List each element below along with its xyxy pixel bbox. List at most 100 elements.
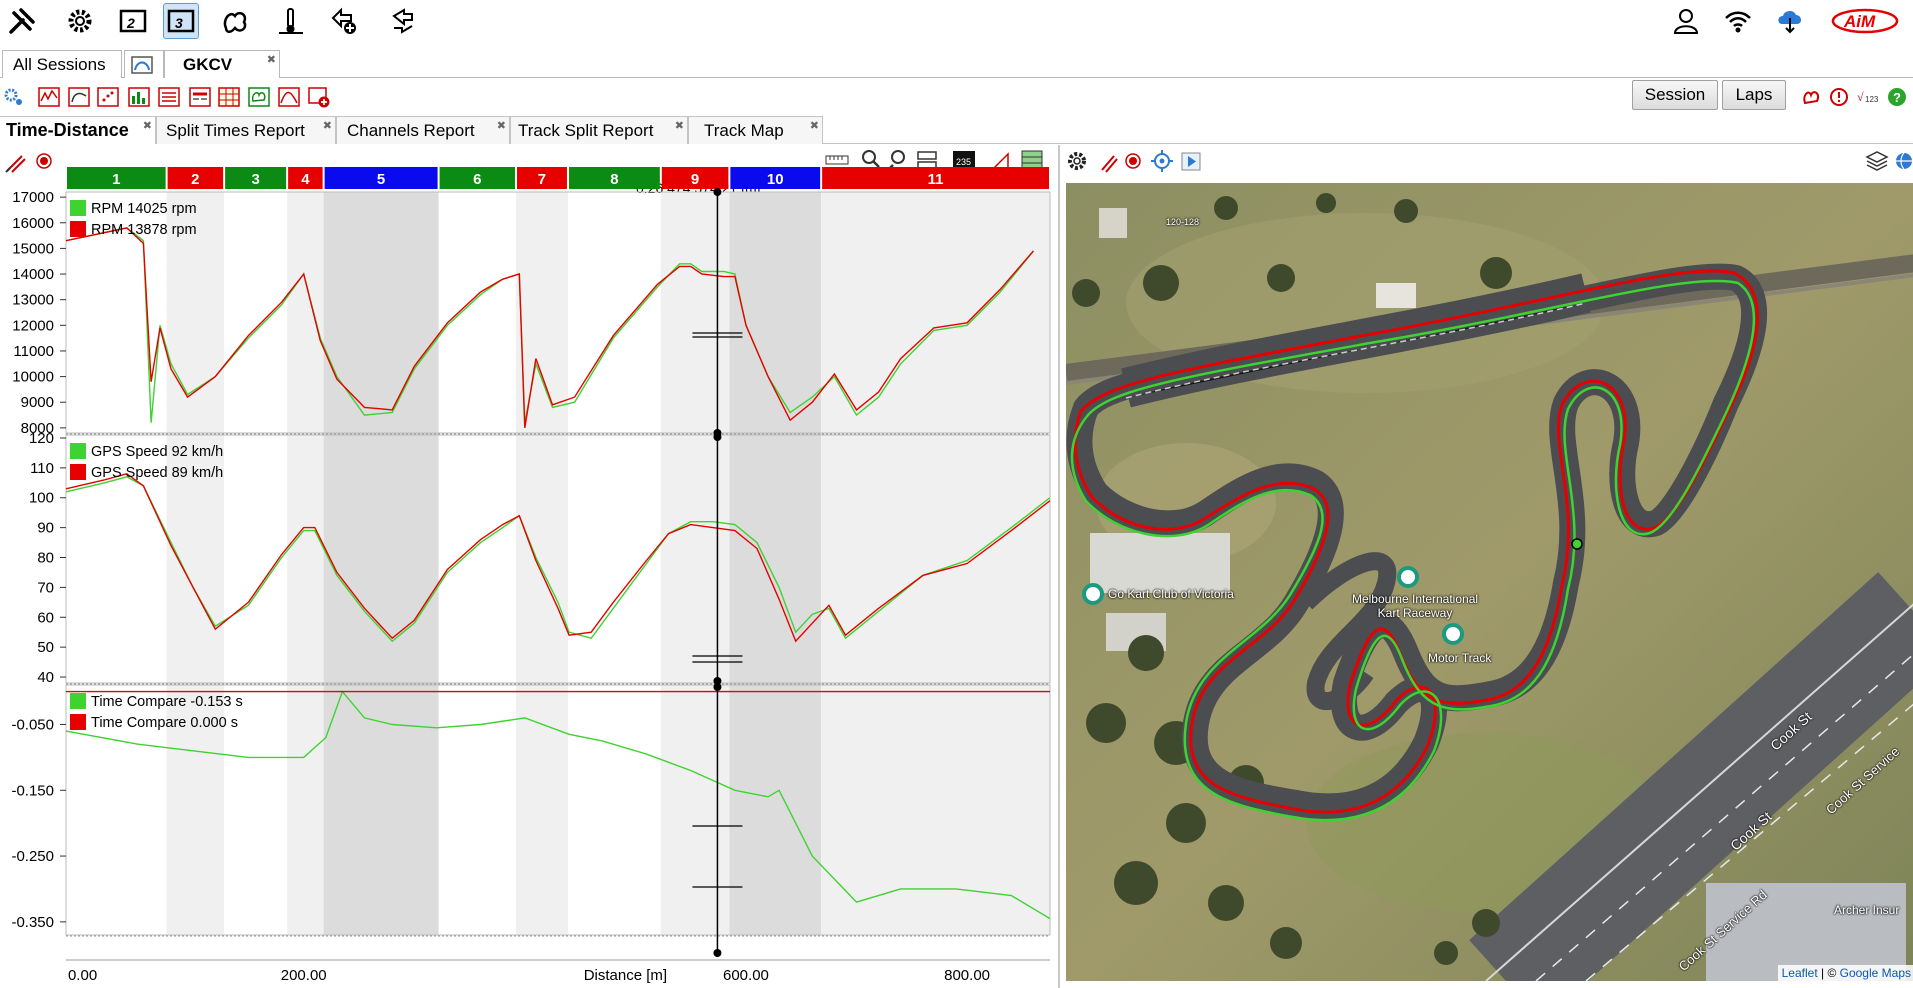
chart-pane <box>65 191 1051 434</box>
split-segment[interactable] <box>167 167 224 189</box>
add-view-icon[interactable] <box>308 86 330 108</box>
split-segment[interactable] <box>67 167 166 189</box>
tab-label: Track Split Report <box>518 120 654 140</box>
y-tick-label: 15000 <box>12 240 54 257</box>
tab-all-sessions[interactable]: All Sessions <box>2 50 122 78</box>
time-distance-icon[interactable] <box>38 86 60 108</box>
location-pin-icon[interactable] <box>1082 583 1104 605</box>
leaflet-link[interactable]: Leaflet <box>1781 966 1818 980</box>
transfer-icon[interactable] <box>385 3 421 39</box>
svg-text:2: 2 <box>126 15 135 31</box>
split-segment[interactable] <box>324 167 438 189</box>
locate-icon[interactable] <box>1151 150 1173 172</box>
map-label-archer: Archer Insur <box>1834 903 1900 917</box>
split-segment[interactable] <box>568 167 660 189</box>
session-icon-tab[interactable] <box>124 50 164 78</box>
close-icon[interactable]: ✖ <box>496 120 506 132</box>
map-settings-icon[interactable] <box>1068 152 1086 170</box>
satellite-map[interactable]: Go Kart Club of Victoria Melbourne Inter… <box>1066 183 1913 981</box>
user-icon[interactable] <box>1668 3 1704 39</box>
track-outline-icon[interactable] <box>1800 86 1822 108</box>
session-tab-bar: All Sessions GKCV ✖ <box>0 48 1913 78</box>
gears-icon[interactable] <box>62 3 98 39</box>
close-icon[interactable]: ✖ <box>142 120 152 132</box>
alarm-icon[interactable] <box>1828 86 1850 108</box>
laps-button[interactable]: Laps <box>1722 80 1786 110</box>
close-icon[interactable]: ✖ <box>322 120 332 132</box>
bar-chart-icon[interactable] <box>128 86 150 108</box>
location-pin-icon[interactable] <box>1442 623 1464 645</box>
math-channel-icon[interactable]: √ 123 <box>1856 86 1878 108</box>
wrench-icon[interactable] <box>4 3 40 39</box>
track-icon[interactable] <box>217 3 253 39</box>
legend-swatch <box>70 200 86 216</box>
google-maps-link[interactable]: Google Maps <box>1839 966 1911 980</box>
globe-icon[interactable] <box>1896 152 1912 170</box>
tab-label: Split Times Report <box>166 120 305 140</box>
split-segment[interactable] <box>516 167 567 189</box>
y-tick-label: 90 <box>37 520 54 537</box>
split-label: 3 <box>251 171 259 188</box>
y-tick-label: 8000 <box>21 420 54 437</box>
cursor-handle[interactable] <box>713 188 722 196</box>
track-map-icon[interactable] <box>248 86 270 108</box>
table-icon[interactable] <box>218 86 240 108</box>
channels-report-icon[interactable] <box>189 86 211 108</box>
close-icon[interactable]: ✖ <box>266 54 276 66</box>
tab-channels-report[interactable]: Channels Report ✖ <box>336 116 510 144</box>
map-label-road-code: 120-128 <box>1166 217 1200 227</box>
add-channel-icon[interactable] <box>326 3 362 39</box>
map-label-raceway: Melbourne International Kart Raceway <box>1351 592 1479 620</box>
temperature-icon[interactable] <box>273 3 309 39</box>
record-icon[interactable] <box>1125 153 1141 169</box>
split-shade <box>515 192 568 935</box>
cursor-handle[interactable] <box>713 677 722 685</box>
split-segment[interactable] <box>225 167 287 189</box>
layers-icon[interactable] <box>1865 151 1889 171</box>
wifi-icon[interactable] <box>1720 3 1756 39</box>
tab-time-distance[interactable]: Time-Distance ✖ <box>0 116 156 144</box>
tab-track-map[interactable]: Track Map ✖ <box>688 116 823 144</box>
chart-pane <box>65 434 1051 684</box>
split-segment[interactable] <box>439 167 515 189</box>
close-icon[interactable]: ✖ <box>674 120 684 132</box>
split-segment[interactable] <box>730 167 821 189</box>
play-icon[interactable] <box>1181 152 1201 171</box>
legend-entry: Time Compare 0.000 s <box>91 715 238 731</box>
cursor-handle[interactable] <box>713 433 722 441</box>
split-label: 2 <box>191 171 199 188</box>
scatter-icon[interactable] <box>97 86 119 108</box>
tab-track-split-report[interactable]: Track Split Report ✖ <box>510 116 688 144</box>
attribution-separator: | © <box>1817 966 1840 980</box>
split-label: 5 <box>377 171 385 188</box>
layout-v2-icon[interactable]: 2 <box>115 3 151 39</box>
location-pin-icon[interactable] <box>1397 566 1419 588</box>
histogram-icon[interactable] <box>68 86 90 108</box>
tab-split-times-report[interactable]: Split Times Report ✖ <box>156 116 336 144</box>
split-shade <box>821 192 1050 935</box>
y-tick-label: 60 <box>37 609 54 626</box>
split-segment[interactable] <box>288 167 323 189</box>
session-button[interactable]: Session <box>1632 80 1718 110</box>
settings-icon[interactable] <box>2 86 24 108</box>
help-icon[interactable]: ? <box>1886 86 1908 108</box>
legend-entry: GPS Speed 89 km/h <box>91 465 223 481</box>
tab-label: Channels Report <box>347 120 475 140</box>
tab-label: All Sessions <box>13 54 106 74</box>
cursor-handle[interactable] <box>713 949 722 957</box>
legend-swatch <box>70 464 86 480</box>
pen-icon[interactable] <box>1101 155 1118 173</box>
split-segment[interactable] <box>822 167 1049 189</box>
curve-icon[interactable] <box>278 86 300 108</box>
time-distance-chart[interactable]: 1 2 3 4 5 6 7 8 9 10 11 8000 9000 10000 11000 12000 1300… <box>0 145 1058 988</box>
tab-gkcv[interactable]: GKCV ✖ <box>164 50 280 78</box>
close-icon[interactable]: ✖ <box>809 120 819 132</box>
cloud-download-icon[interactable] <box>1772 3 1808 39</box>
layout-v3-icon[interactable]: 3 <box>163 3 199 39</box>
report-icon[interactable] <box>158 86 180 108</box>
cursor-handle[interactable] <box>713 683 722 691</box>
split-segment[interactable] <box>661 167 729 189</box>
split-label: 8 <box>610 171 618 188</box>
y-tick-label: -0.150 <box>11 782 54 799</box>
